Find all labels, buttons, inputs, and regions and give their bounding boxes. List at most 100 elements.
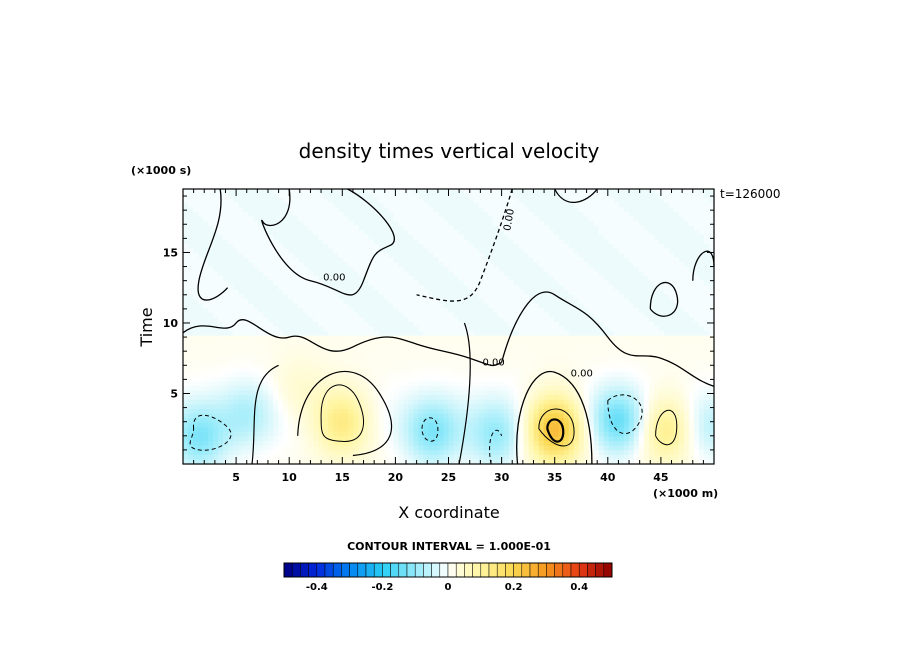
heatmap-cell (228, 335, 234, 341)
heatmap-cell (238, 395, 244, 401)
heatmap-cell (383, 280, 389, 286)
heatmap-cell (408, 395, 415, 401)
heatmap-cell (398, 340, 405, 346)
heatmap-cell (433, 193, 440, 199)
heatmap-cell (313, 367, 319, 373)
heatmap-cell (243, 234, 249, 241)
heatmap-cell (363, 216, 369, 222)
heatmap-cell (283, 390, 289, 396)
heatmap-cell (338, 386, 344, 392)
heatmap-cell (563, 344, 570, 351)
heatmap-cell (403, 409, 410, 415)
heatmap-cell (218, 308, 224, 314)
heatmap-cell (343, 450, 349, 456)
heatmap-cell (478, 271, 485, 277)
heatmap-cell (408, 376, 415, 383)
heatmap-cell (343, 216, 349, 222)
heatmap-cell (198, 221, 204, 227)
heatmap-cell (253, 253, 259, 259)
heatmap-cell (528, 266, 535, 273)
heatmap-cell (383, 207, 389, 213)
heatmap-cell (253, 198, 259, 204)
heatmap-cell (413, 257, 420, 263)
heatmap-cell (313, 202, 319, 208)
heatmap-cell (413, 253, 420, 259)
heatmap-cell (423, 422, 430, 428)
heatmap-cell (518, 276, 525, 282)
heatmap-cell (193, 276, 199, 282)
heatmap-cell (593, 395, 600, 401)
heatmap-cell (418, 376, 425, 383)
heatmap-cell (553, 427, 560, 433)
heatmap-cell (293, 441, 299, 447)
heatmap-cell (498, 317, 505, 323)
heatmap-cell (558, 266, 565, 273)
heatmap-cell (298, 207, 304, 213)
heatmap-cell (443, 335, 450, 341)
heatmap-cell (468, 280, 475, 286)
heatmap-cell (593, 299, 600, 305)
heatmap-cell (368, 409, 374, 415)
heatmap-cell (473, 381, 480, 387)
heatmap-cell (183, 312, 189, 318)
heatmap-cell (578, 294, 585, 300)
heatmap-cell (443, 216, 450, 222)
heatmap-cell (418, 198, 425, 204)
heatmap-cell (253, 299, 259, 305)
heatmap-cell (508, 404, 515, 410)
heatmap-cell (493, 207, 500, 213)
heatmap-cell (253, 386, 259, 392)
heatmap-cell (478, 367, 485, 373)
heatmap-cell (393, 340, 400, 346)
heatmap-cell (478, 266, 485, 273)
heatmap-cell (493, 266, 500, 273)
heatmap-cell (253, 280, 259, 286)
heatmap-cell (358, 427, 364, 433)
heatmap-cell (483, 207, 490, 213)
heatmap-cell (588, 216, 595, 222)
heatmap-cell (418, 234, 425, 241)
heatmap-cell (578, 244, 585, 250)
heatmap-cell (468, 234, 475, 241)
heatmap-cell (398, 395, 405, 401)
heatmap-cell (333, 321, 339, 328)
heatmap-cell (253, 321, 259, 328)
heatmap-cell (393, 381, 400, 387)
heatmap-cell (348, 450, 354, 456)
heatmap-cell (203, 441, 209, 447)
heatmap-cell (478, 312, 485, 318)
heatmap-cell (238, 211, 244, 218)
heatmap-cell (338, 244, 344, 250)
heatmap-cell (243, 276, 249, 282)
heatmap-cell (468, 299, 475, 305)
heatmap-cell (208, 262, 214, 268)
heatmap-cell (403, 344, 410, 351)
heatmap-cell (248, 445, 254, 451)
heatmap-cell (453, 239, 460, 245)
heatmap-cell (548, 340, 555, 346)
heatmap-cell (383, 450, 389, 456)
heatmap-cell (338, 294, 344, 300)
heatmap-cell (548, 303, 555, 309)
heatmap-cell (348, 436, 354, 442)
heatmap-cell (578, 225, 585, 231)
heatmap-cell (418, 248, 425, 254)
heatmap-cell (593, 418, 600, 424)
heatmap-cell (453, 216, 460, 222)
heatmap-cell (438, 312, 445, 318)
heatmap-cell (478, 202, 485, 208)
heatmap-cell (463, 271, 470, 277)
heatmap-cell (313, 193, 319, 199)
heatmap-cell (438, 427, 445, 433)
heatmap-cell (523, 354, 530, 360)
heatmap-cell (243, 367, 249, 373)
heatmap-cell (588, 239, 595, 245)
heatmap-cell (513, 207, 520, 213)
heatmap-cell (453, 308, 460, 314)
heatmap-cell (328, 262, 334, 268)
heatmap-cell (398, 299, 405, 305)
heatmap-cell (533, 189, 540, 195)
heatmap-cell (193, 308, 199, 314)
heatmap-cell (358, 441, 364, 447)
heatmap-cell (358, 413, 364, 419)
